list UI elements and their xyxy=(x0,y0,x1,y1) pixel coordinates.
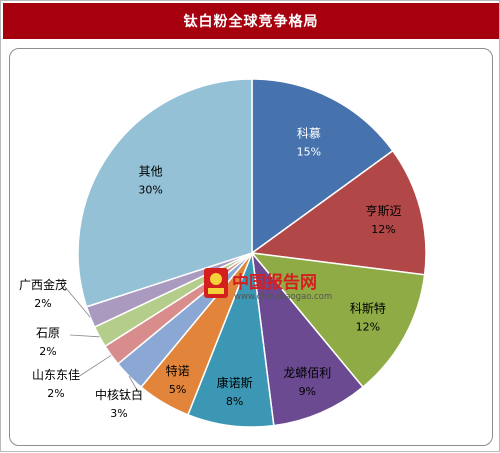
slice-percent-label: 3% xyxy=(110,407,127,420)
slice-percent-label: 2% xyxy=(34,297,51,310)
slice-percent-label: 30% xyxy=(138,183,162,196)
slice-label: 龙蟒佰利 xyxy=(283,365,331,380)
watermark: 中国报告网 www.chinabaogao.com xyxy=(204,268,332,302)
watermark-logo-mark xyxy=(210,273,222,285)
pie-slice xyxy=(250,252,426,389)
leader-lines xyxy=(64,286,142,398)
slice-percent-label: 2% xyxy=(39,345,56,358)
slice-label: 科斯特 xyxy=(350,301,386,316)
watermark-name: 中国报告网 xyxy=(232,272,317,293)
slice-label: 亨斯迈 xyxy=(365,203,401,218)
pie-slice xyxy=(77,78,253,308)
leader-line xyxy=(69,334,100,338)
chart-title: 钛白粉全球竞争格局 xyxy=(3,3,499,39)
leader-line xyxy=(77,354,112,378)
slice-label: 特诺 xyxy=(166,363,190,378)
pie-slice xyxy=(250,250,364,427)
slice-percent-label: 12% xyxy=(356,321,380,334)
pie-slice xyxy=(251,78,394,255)
slice-percent-label: 15% xyxy=(297,145,321,158)
slice-percent-label: 2% xyxy=(47,387,64,400)
pie-slices xyxy=(77,78,427,428)
slice-label: 康诺斯 xyxy=(217,375,253,390)
slice-percent-label: 8% xyxy=(226,395,243,408)
slice-label: 广西金茂 xyxy=(19,277,67,292)
slice-label: 山东东佳 xyxy=(32,368,80,382)
slice-percent-label: 9% xyxy=(299,385,316,398)
watermark-url: www.chinabaogao.com xyxy=(234,292,332,302)
pie-slice xyxy=(250,149,427,276)
slice-labels: 科慕 15% 亨斯迈 12% 科斯特 12% 龙蟒佰利 9% 康诺斯 8% 特诺 5% 中核钛白 3% 山东… xyxy=(19,126,402,420)
slice-label: 石原 xyxy=(36,326,60,340)
slice-label: 中核钛白 xyxy=(95,387,143,402)
slice-percent-label: 12% xyxy=(371,223,395,236)
slice-label: 其他 xyxy=(139,164,163,178)
leader-line xyxy=(64,286,91,318)
slice-percent-label: 5% xyxy=(169,383,186,396)
slice-label: 科慕 xyxy=(297,126,321,140)
leader-line xyxy=(128,375,142,398)
